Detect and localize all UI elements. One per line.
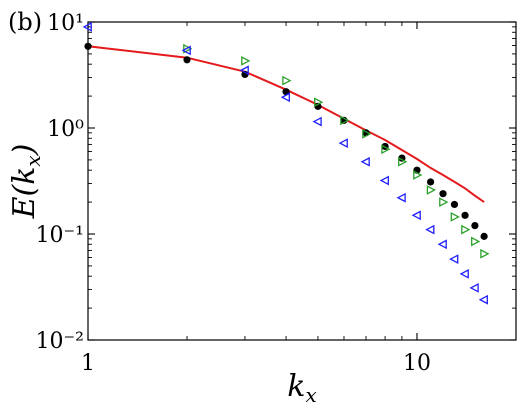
series-1-dot — [84, 42, 488, 240]
data-point-triangle-right — [461, 224, 471, 235]
data-point-triangle-left — [396, 192, 406, 203]
data-point-triangle-right — [471, 236, 481, 247]
series-3-triangle-left — [82, 22, 488, 305]
data-point-dot — [426, 178, 435, 186]
data-point-triangle-left — [411, 210, 421, 221]
data-point-triangle-left — [437, 239, 447, 250]
data-point-triangle-right — [381, 144, 391, 155]
data-point-triangle-right — [340, 115, 350, 126]
data-point-triangle-left — [469, 283, 479, 293]
data-point-triangle-right — [480, 248, 490, 259]
data-point-dot — [439, 190, 447, 198]
data-point-triangle-left — [459, 269, 469, 279]
data-point-triangle-right — [183, 43, 193, 54]
y-tick-label: 10⁰ — [47, 117, 84, 142]
series-2-triangle-right — [183, 43, 490, 259]
data-point-dot — [461, 211, 469, 219]
panel-label: (b) — [8, 8, 42, 36]
data-point-triangle-left — [360, 156, 370, 167]
data-point-triangle-right — [413, 170, 423, 180]
data-point-dot — [84, 42, 92, 50]
data-point-triangle-right — [439, 197, 449, 207]
x-axis-label: kx — [287, 369, 316, 407]
data-point-triangle-left — [379, 175, 389, 186]
data-point-triangle-left — [312, 116, 322, 127]
data-point-triangle-left — [478, 294, 488, 305]
x-tick-label: 10 — [403, 351, 431, 376]
data-point-triangle-right — [426, 185, 436, 195]
data-point-dot — [480, 232, 488, 240]
x-axis-ticks: 1 10 — [81, 22, 431, 376]
plot-frame — [87, 21, 517, 341]
y-axis-label: E(kx) — [7, 144, 45, 220]
data-point-dot — [398, 154, 406, 162]
y-tick-label: 10¹ — [47, 11, 84, 36]
data-point-triangle-right — [450, 212, 460, 222]
series-line — [87, 45, 485, 203]
y-tick-label: 10⁻² — [36, 329, 84, 354]
data-point-dot — [450, 200, 459, 209]
series-0-line — [87, 45, 485, 203]
data-point-triangle-right — [282, 75, 292, 86]
data-point-triangle-left — [181, 45, 191, 56]
data-point-triangle-left — [338, 138, 348, 148]
y-axis-ticks: 10⁻² 10⁻¹ 10⁰ 10¹ — [36, 11, 516, 354]
data-point-triangle-left — [239, 65, 249, 76]
data-point-triangle-right — [362, 129, 372, 139]
data-point-triangle-right — [398, 156, 408, 167]
data-point-triangle-right — [241, 56, 251, 66]
y-tick-label: 10⁻¹ — [36, 223, 84, 248]
data-point-triangle-right — [314, 97, 324, 108]
data-point-triangle-left — [449, 254, 459, 264]
series-layer — [82, 22, 490, 305]
x-tick-label: 1 — [81, 351, 95, 376]
data-point-triangle-left — [82, 22, 92, 32]
data-point-triangle-left — [280, 92, 290, 103]
data-point-triangle-left — [425, 224, 435, 235]
data-point-dot — [471, 222, 479, 230]
data-point-dot — [282, 88, 290, 96]
data-point-dot — [183, 56, 191, 64]
